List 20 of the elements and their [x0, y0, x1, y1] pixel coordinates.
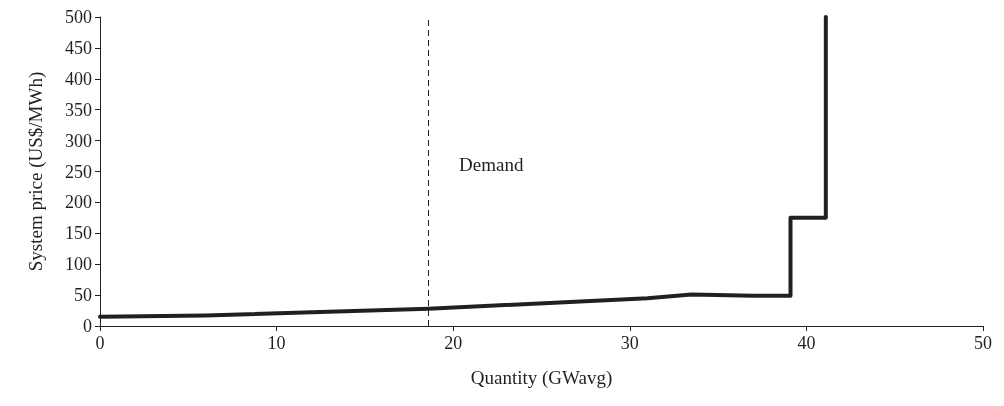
y-axis-title: System price (US$/MWh) [25, 71, 47, 272]
y-tick-label: 250 [65, 161, 92, 182]
y-tick-label: 500 [65, 7, 92, 27]
x-tick-label: 10 [267, 333, 286, 353]
y-tick-label: 0 [83, 316, 92, 336]
y-tick-label: 200 [65, 192, 92, 213]
x-axis-title: Quantity (GWavg) [470, 367, 613, 389]
x-tick-label: 40 [797, 333, 816, 353]
y-tick-label: 300 [65, 130, 92, 151]
x-tick-label: 0 [95, 333, 105, 353]
y-tick-label: 50 [74, 285, 92, 306]
x-tick-label: 50 [974, 333, 992, 353]
y-tick-label: 400 [65, 68, 92, 89]
y-tick-label: 350 [65, 99, 92, 120]
x-tick-label: 30 [620, 333, 639, 353]
y-tick-label: 450 [65, 37, 92, 58]
y-tick-label: 150 [65, 223, 92, 244]
x-tick-label: 20 [444, 333, 463, 353]
y-tick-label: 100 [65, 254, 92, 275]
ref-line-label: Demand [459, 154, 524, 175]
